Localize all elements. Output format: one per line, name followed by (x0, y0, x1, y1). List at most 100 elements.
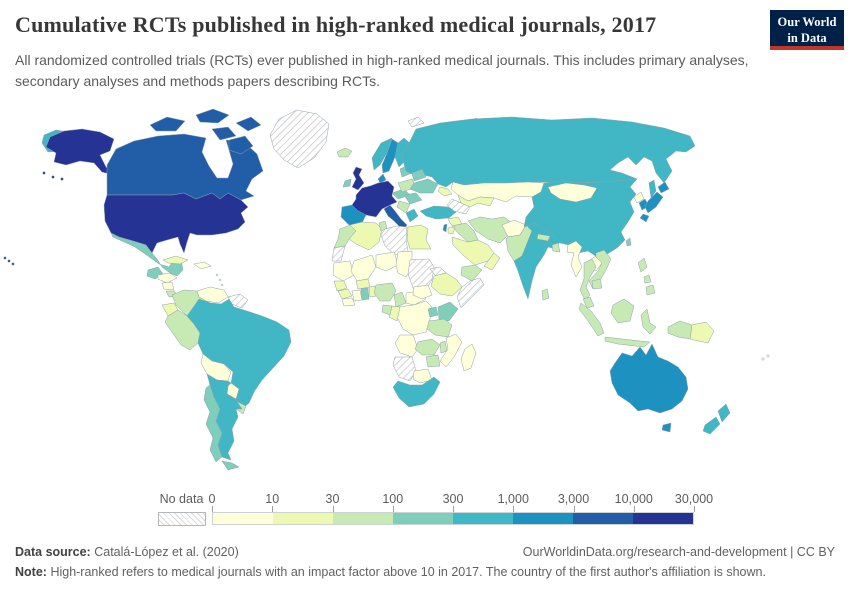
country-drc[interactable] (396, 300, 433, 336)
usa-aleutians[interactable] (42, 171, 46, 175)
legend-segment-1,000-3,000[interactable] (513, 513, 573, 524)
country-fiji[interactable] (766, 354, 770, 358)
country-israel[interactable] (442, 223, 448, 233)
country-canada-arctic[interactable] (195, 108, 230, 124)
country-nicaragua[interactable] (161, 281, 175, 291)
country-zimbabwe[interactable] (425, 354, 441, 368)
country-new-zealand[interactable] (717, 403, 731, 423)
country-indonesia-sumatra[interactable] (578, 302, 605, 337)
usa-aleutians[interactable] (60, 177, 64, 181)
country-papua-new-guinea[interactable] (689, 321, 715, 344)
country-mozambique[interactable] (439, 333, 463, 368)
country-oman[interactable] (483, 252, 501, 271)
country-iceland[interactable] (336, 147, 353, 158)
country-japan[interactable] (644, 191, 664, 214)
legend-segment-300-1,000[interactable] (453, 513, 513, 524)
country-algeria[interactable] (348, 221, 383, 251)
caribbean-islands[interactable] (220, 283, 224, 287)
country-canada-arctic[interactable] (235, 116, 262, 132)
country-russia[interactable] (401, 116, 696, 188)
country-saudi-arabia[interactable] (451, 236, 495, 266)
country-sierra-leone[interactable] (341, 297, 356, 307)
country-senegal[interactable] (333, 280, 348, 292)
country-svalbard[interactable] (407, 116, 425, 128)
country-denmark[interactable] (377, 173, 387, 184)
country-mexico[interactable] (110, 232, 184, 277)
legend-color-bar[interactable] (212, 512, 694, 525)
legend-segment-10-30[interactable] (273, 513, 333, 524)
country-bangladesh[interactable] (551, 242, 561, 253)
country-indonesia-borneo[interactable] (610, 298, 635, 324)
country-ghana[interactable] (360, 287, 370, 301)
country-mali[interactable] (350, 254, 377, 282)
owid-url-link[interactable]: OurWorldinData.org/research-and-developm… (522, 545, 787, 559)
country-usa[interactable] (103, 192, 249, 254)
country-cambodia[interactable] (591, 278, 603, 290)
country-kenya[interactable] (437, 301, 459, 322)
country-ethiopia[interactable] (430, 272, 463, 297)
country-botswana[interactable] (412, 368, 433, 384)
legend-segment-100-300[interactable] (393, 513, 453, 524)
country-ivory-coast[interactable] (351, 289, 363, 302)
country-belarus[interactable] (411, 168, 427, 182)
country-tanzania[interactable] (426, 318, 453, 338)
caribbean-islands[interactable] (215, 273, 219, 277)
legend-segment-30-100[interactable] (333, 513, 393, 524)
country-libya[interactable] (380, 225, 409, 256)
usa-aleutians[interactable] (51, 175, 55, 179)
legend-segment-3,000-10,000[interactable] (573, 513, 633, 524)
country-south-sudan[interactable] (412, 284, 433, 300)
caribbean-islands[interactable] (218, 278, 222, 282)
country-philippines[interactable] (643, 274, 652, 284)
country-chad[interactable] (395, 250, 413, 278)
country-madagascar[interactable] (460, 343, 477, 372)
country-nepal[interactable] (536, 233, 551, 242)
country-sri-lanka[interactable] (541, 288, 550, 301)
country-thailand[interactable] (579, 258, 597, 301)
owid-logo[interactable]: Our World in Data (770, 10, 844, 50)
country-nigeria[interactable] (373, 282, 397, 302)
country-egypt[interactable] (406, 224, 432, 250)
country-burkina-faso[interactable] (355, 278, 371, 290)
country-australia[interactable] (609, 343, 689, 414)
country-indonesia-papua[interactable] (667, 320, 693, 340)
country-hispaniola[interactable] (193, 261, 212, 270)
country-indonesia-java[interactable] (604, 336, 651, 348)
no-data-swatch[interactable] (158, 512, 206, 526)
legend-segment-0-10[interactable] (213, 513, 273, 524)
country-turkey[interactable] (419, 205, 457, 220)
country-japan[interactable] (657, 181, 670, 194)
country-yemen[interactable] (460, 264, 483, 282)
country-tunisia[interactable] (378, 220, 388, 232)
country-namibia[interactable] (392, 356, 417, 382)
country-angola[interactable] (394, 334, 419, 358)
country-uganda[interactable] (427, 306, 439, 318)
country-greece[interactable] (405, 208, 419, 223)
country-fiji[interactable] (761, 357, 765, 361)
country-malawi[interactable] (439, 340, 448, 354)
country-russia-sakhalin[interactable] (648, 179, 657, 199)
license-badge[interactable]: CC BY (796, 545, 835, 559)
usa-hawaii[interactable] (11, 262, 15, 266)
country-tierra-del-fuego[interactable] (221, 460, 240, 471)
country-usa-alaska[interactable] (45, 128, 115, 176)
country-italy[interactable] (383, 204, 408, 231)
country-western-sahara[interactable] (331, 245, 346, 262)
country-greenland[interactable] (269, 109, 330, 169)
country-ireland[interactable] (342, 178, 352, 188)
country-balkans[interactable] (396, 200, 411, 214)
country-mongolia[interactable] (547, 182, 598, 203)
country-japan[interactable] (639, 213, 650, 223)
country-canada-arctic[interactable] (211, 126, 237, 141)
country-taiwan[interactable] (625, 237, 632, 247)
usa-hawaii[interactable] (7, 259, 11, 263)
country-gabon[interactable] (381, 304, 393, 316)
country-canada-baffin[interactable] (228, 135, 254, 155)
country-cameroon[interactable] (393, 291, 407, 308)
country-jordan[interactable] (447, 226, 456, 235)
country-romania[interactable] (403, 192, 423, 205)
country-turkmenistan[interactable] (446, 198, 471, 215)
country-philippines[interactable] (637, 257, 648, 273)
country-uk[interactable] (351, 166, 365, 191)
usa-hawaii[interactable] (3, 256, 7, 260)
